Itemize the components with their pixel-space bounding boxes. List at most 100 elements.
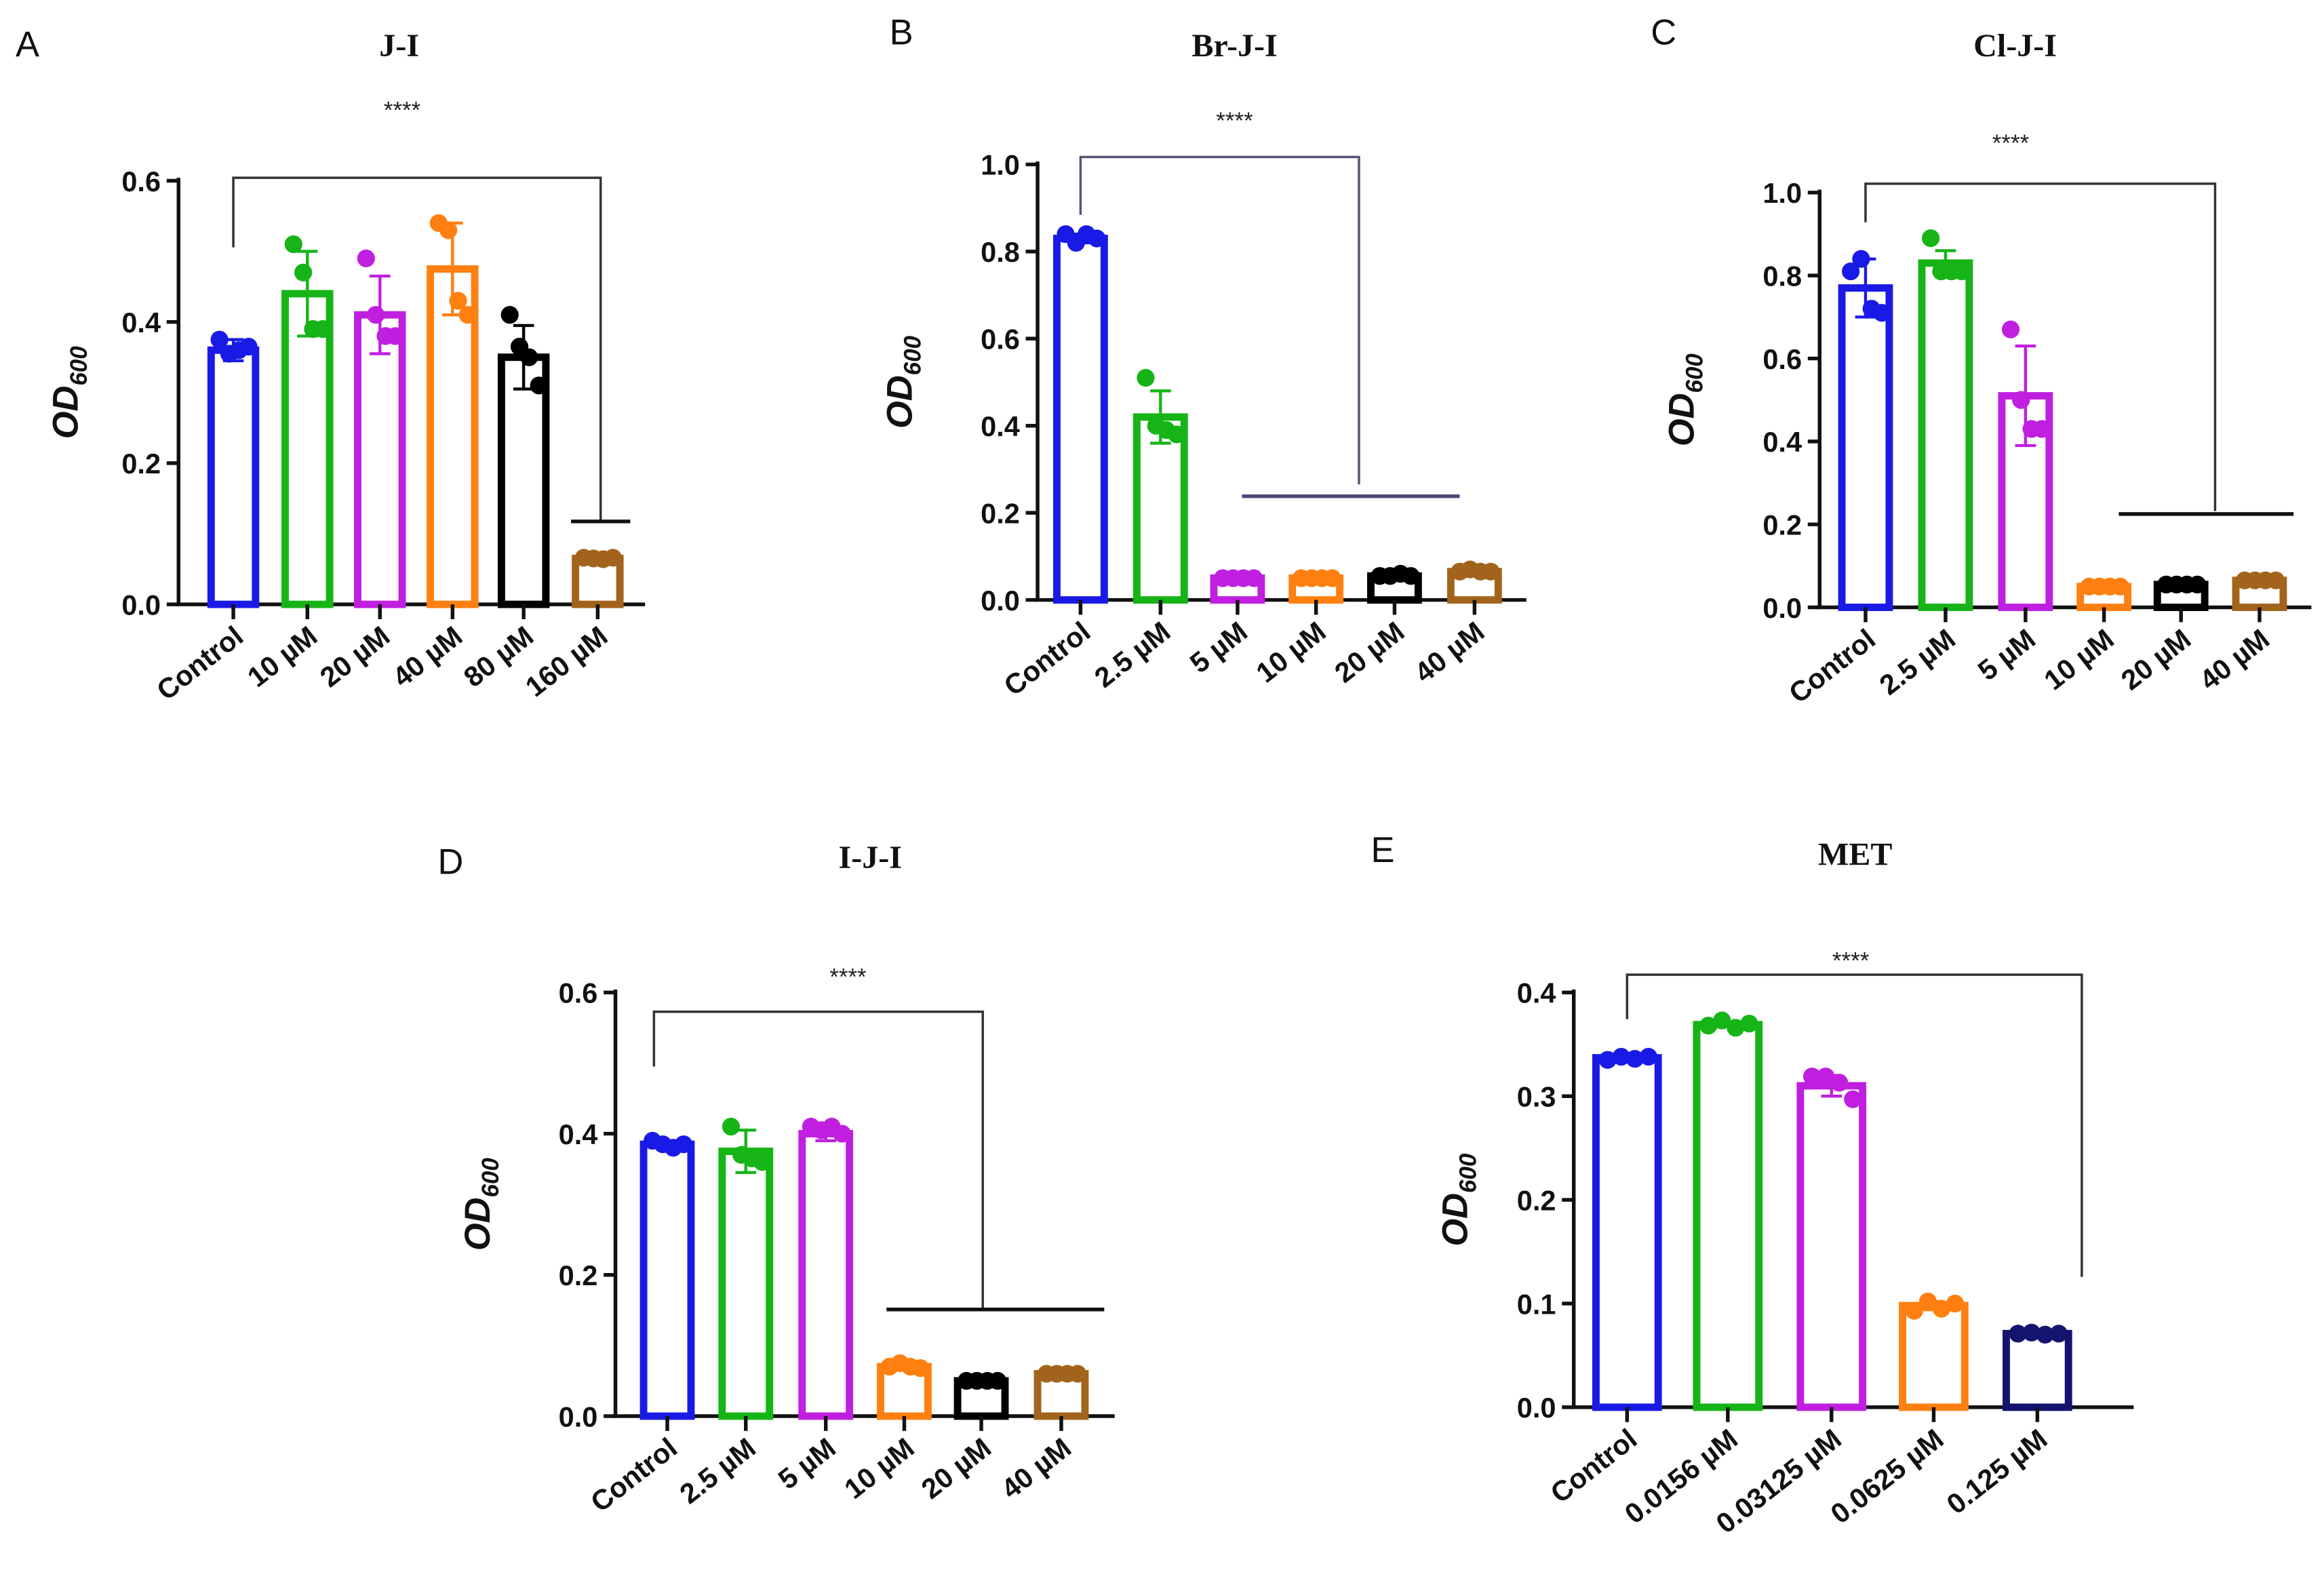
y-tick-label: 0.6 [559, 977, 598, 1009]
x-tick-label: 5 µM [1972, 623, 2041, 686]
y-tick-label: 0.8 [1762, 260, 1802, 292]
x-tick-label: 20 µM [2115, 623, 2197, 697]
data-point [458, 306, 477, 324]
y-tick-label: 0.2 [559, 1259, 598, 1291]
x-tick-label: 10 µM [2038, 623, 2119, 697]
data-point [2022, 1323, 2041, 1342]
x-tick-label: 5 µM [772, 1431, 841, 1495]
y-axis-label-main: OD [47, 386, 86, 439]
data-point [1612, 1048, 1630, 1066]
y-tick-label: 0.4 [559, 1118, 598, 1150]
data-point [520, 348, 538, 366]
y-tick-label: 0.1 [1517, 1288, 1556, 1320]
y-axis-label-subscript: 600 [66, 346, 92, 386]
data-point [2009, 1325, 2027, 1343]
bar [281, 290, 334, 608]
y-tick-label: 1.0 [981, 149, 1020, 181]
data-point [1402, 567, 1420, 585]
y-axis-label: OD600 [880, 335, 926, 428]
data-point [1918, 1292, 1937, 1311]
y-axis-label-main: OD [880, 375, 920, 429]
panel-letter: E [1371, 831, 1394, 870]
data-point [1137, 368, 1155, 387]
data-point [1168, 425, 1186, 444]
data-point [2001, 320, 2020, 338]
data-point [210, 330, 229, 349]
panel-e: E MET****OD6000.00.10.20.30.4Control0.015… [1371, 831, 2134, 1540]
x-tick-label: Control [1783, 623, 1881, 709]
bar [1918, 259, 1973, 611]
panel-letter: A [16, 25, 39, 64]
data-point [1872, 304, 1891, 322]
data-point [1921, 229, 1940, 248]
y-tick-label: 0.0 [559, 1401, 598, 1432]
x-tick-label: 20 µM [1328, 615, 1410, 689]
bar [2002, 1329, 2072, 1411]
x-tick-label: 10 µM [838, 1431, 920, 1505]
chart-title: Cl-J-I [1973, 28, 2057, 64]
data-point [1844, 1090, 1862, 1108]
x-tick-label: 10 µM [1250, 615, 1331, 689]
y-tick-label: 0.8 [981, 236, 1020, 268]
x-tick-label: 40 µM [2193, 623, 2274, 697]
panel-letter: D [437, 843, 463, 882]
x-tick-label: 40 µM [996, 1431, 1077, 1505]
significance-label: **** [384, 98, 421, 124]
y-axis-label: OD600 [458, 1158, 504, 1251]
y-tick-label: 0.4 [121, 307, 161, 338]
data-point [1626, 1050, 1644, 1068]
data-point [386, 327, 404, 345]
y-tick-label: 0.0 [1517, 1392, 1556, 1424]
bar [1693, 1021, 1763, 1411]
data-point [367, 306, 385, 324]
x-tick-label: 40 µM [1409, 615, 1490, 689]
x-tick-label: 20 µM [314, 620, 395, 694]
bar [1899, 1302, 1969, 1411]
y-tick-label: 0.4 [1517, 977, 1556, 1009]
data-point [449, 292, 467, 310]
data-point [439, 221, 458, 239]
data-point [1068, 1365, 1087, 1383]
panel-c: C Cl-J-I **** OD600 0.0 0.2 0.4 0.6 0.8 1.0 Contro… [1651, 14, 2312, 709]
data-point [1482, 562, 1500, 581]
y-tick-label: 0.2 [981, 497, 1020, 529]
y-tick-label: 0.0 [981, 585, 1020, 617]
y-axis-label-subscript: 600 [1455, 1153, 1482, 1193]
data-point [2012, 391, 2030, 409]
significance-label: **** [829, 964, 867, 990]
data-point [530, 376, 548, 395]
data-point [911, 1359, 930, 1377]
data-point [1946, 1294, 1965, 1313]
data-point [1905, 1302, 1923, 1320]
y-tick-label: 0.6 [121, 165, 161, 197]
data-point [988, 1371, 1007, 1390]
chart-title: Br-J-I [1191, 28, 1277, 64]
y-axis-label: OD600 [1663, 353, 1708, 446]
x-tick-label: Control [998, 615, 1096, 702]
chart-title: MET [1818, 837, 1892, 873]
data-point [1803, 1068, 1821, 1086]
data-point [2032, 420, 2051, 438]
x-tick-label: 20 µM [915, 1431, 997, 1505]
x-tick-label: 5 µM [1184, 615, 1253, 679]
y-axis-label-main: OD [1663, 393, 1702, 447]
data-point [357, 249, 375, 268]
y-tick-label: 0.2 [121, 448, 161, 480]
data-point [722, 1118, 741, 1136]
bar [639, 1140, 695, 1420]
data-point [1699, 1017, 1718, 1035]
significance-bracket [652, 1011, 984, 1310]
y-tick-label: 0.0 [1762, 592, 1802, 624]
y-axis-label: OD600 [1436, 1153, 1481, 1246]
data-point [1088, 229, 1106, 248]
y-tick-label: 0.0 [121, 589, 161, 621]
bar [798, 1130, 854, 1420]
data-point [1842, 262, 1860, 281]
y-tick-label: 0.2 [1517, 1184, 1556, 1216]
x-tick-label: 0.125 µM [1940, 1422, 2053, 1520]
data-point [1713, 1011, 1731, 1030]
y-tick-label: 0.3 [1517, 1081, 1556, 1113]
data-point [674, 1135, 693, 1154]
bar [354, 311, 406, 608]
